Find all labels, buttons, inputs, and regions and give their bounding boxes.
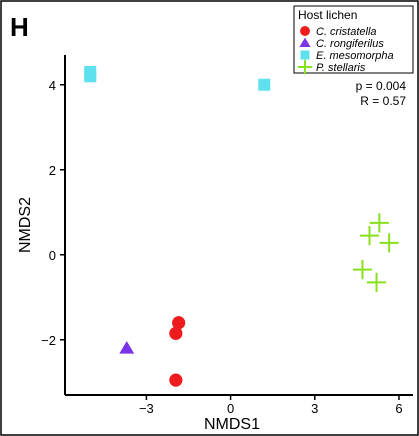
axes [64,55,413,396]
point-circle [169,373,183,387]
point-circle [172,316,186,330]
data-points [84,66,399,387]
legend-marker-square [300,50,310,60]
legend-label: E. mesomorpha [316,50,394,62]
point-plus [379,233,399,253]
legend-marker-plus [297,59,313,75]
point-plus [369,213,389,233]
r-value-annotation: R = 0.57 [360,94,406,108]
legend-label: P. stellaris [316,62,366,74]
x-tick-group: −3 0 3 6 [139,395,403,416]
x-tick-label: 6 [395,401,402,416]
y-tick-label: 2 [49,163,56,178]
y-tick-label: 4 [49,78,56,93]
legend-title: Host lichen [298,8,357,22]
point-plus [352,260,373,280]
point-triangle [119,341,135,354]
y-tick-label: 0 [49,248,56,263]
legend-marker-circle [300,26,310,36]
y-tick-label: −2 [41,333,56,348]
legend-box [293,5,414,74]
x-axis-title: NMDS1 [204,416,260,433]
legend-label: C. rongiferilus [316,38,384,50]
panel-label: H [10,12,29,42]
x-tick-label: 0 [227,401,234,416]
y-axis-title: NMDS2 [17,197,34,253]
point-square [258,78,271,91]
point-square [84,70,97,83]
x-tick-label: 3 [311,401,318,416]
point-circle [169,326,183,340]
legend-label: C. cristatella [316,26,377,38]
p-value-annotation: p = 0.004 [356,79,407,93]
legend-marker-triangle [299,37,311,48]
point-plus [359,226,380,246]
x-tick-label: −3 [139,401,154,416]
point-plus [366,272,387,292]
y-tick-group: −2 0 2 4 [41,78,65,348]
